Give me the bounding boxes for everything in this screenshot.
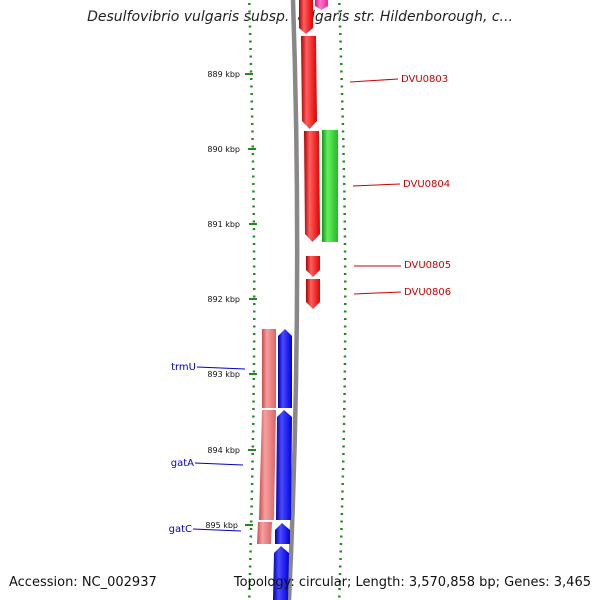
label-leader — [349, 78, 399, 83]
label-leader — [194, 462, 244, 466]
gene-arrow-gatA — [276, 410, 292, 520]
ruler-label: 893 kbp — [207, 370, 240, 379]
forward-gene-labels: DVU0803 DVU0804 DVU0805 DVU0806 — [349, 74, 451, 298]
gene-arrow-dvu0806 — [306, 279, 320, 309]
gene-label-dvu0803[interactable]: DVU0803 — [401, 74, 448, 85]
gene-label-dvu0805[interactable]: DVU0805 — [404, 260, 451, 271]
outer-tick-track — [338, 3, 347, 598]
genome-backbone-line — [286, 0, 300, 600]
ruler-label: 889 kbp — [207, 70, 240, 79]
gene-arrow-gatA-other — [259, 410, 276, 520]
ruler-label: 890 kbp — [207, 145, 240, 154]
ruler-label: 894 kbp — [207, 446, 240, 455]
gene-arrow-upstream — [299, 0, 313, 34]
gene-arrow-gatC — [275, 523, 290, 544]
gene-arrow-trmU-other — [262, 329, 276, 408]
gene-arrow-dvu0803 — [301, 36, 317, 129]
ruler-label: 891 kbp — [207, 220, 240, 229]
inner-tick-track — [248, 3, 256, 598]
gene-arrow-dvu0804 — [304, 131, 320, 242]
gene-label-dvu0804[interactable]: DVU0804 — [403, 179, 450, 190]
gene-arrow-trmU — [278, 329, 292, 408]
gene-label-dvu0806[interactable]: DVU0806 — [404, 287, 451, 298]
gene-label-gatA[interactable]: gatA — [171, 458, 194, 469]
label-leader — [353, 291, 402, 295]
gene-arrow-gatC-other — [257, 522, 272, 544]
label-leader — [352, 183, 401, 187]
gene-arrow-upstream-pink — [315, 0, 328, 10]
gene-arrow-dvu0805 — [306, 256, 320, 277]
accession-text: Accession: NC_002937 — [9, 575, 157, 590]
gene-arrow-downstream — [273, 546, 289, 600]
reverse-gene-labels: trmU gatA gatC — [169, 362, 246, 535]
ruler-label: 895 kbp — [205, 521, 238, 530]
genome-stats-text: Topology: circular; Length: 3,570,858 bp… — [233, 575, 591, 590]
gene-label-trmU[interactable]: trmU — [171, 362, 196, 373]
ruler: 889 kbp 890 kbp 891 kbp 892 kbp 893 kbp … — [205, 70, 257, 530]
ruler-label: 892 kbp — [207, 295, 240, 304]
label-leader — [196, 366, 246, 370]
label-leader — [192, 528, 242, 532]
gene-label-gatC[interactable]: gatC — [169, 524, 192, 535]
gene-arrow-dvu0804-other — [322, 130, 338, 242]
